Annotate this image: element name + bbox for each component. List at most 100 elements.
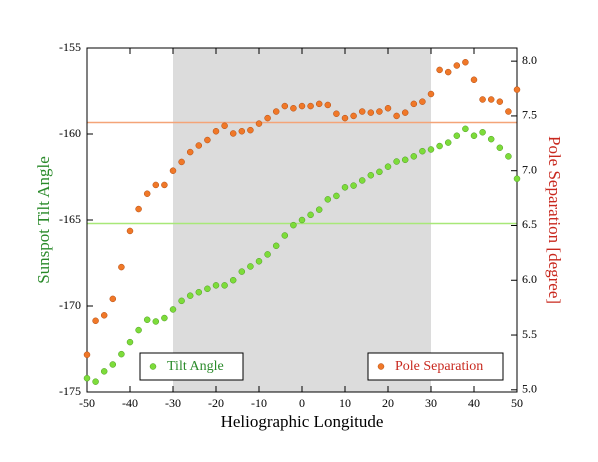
data-point [92,317,99,325]
data-point [393,112,400,120]
y-tick-label: -170 [59,298,81,312]
data-point [333,192,340,200]
legend-box [139,352,244,381]
data-point [427,90,435,98]
data-point [152,318,160,325]
data-point [204,285,211,293]
data-point [135,205,142,213]
data-point [479,129,486,136]
data-point [186,148,194,156]
data-point [350,112,357,120]
data-point [255,258,263,265]
x-tick-label: -50 [79,396,95,410]
data-point [247,126,254,134]
y2-tick-label: 7.5 [522,108,537,122]
data-point [264,251,271,258]
legend-box [367,352,504,381]
data-point [487,96,495,103]
data-point [92,378,99,385]
data-point [264,114,271,122]
data-point [315,206,323,213]
data-point [367,109,375,116]
data-point [487,135,495,143]
data-point [444,139,452,146]
data-point [513,175,521,182]
data-point [126,338,134,346]
data-point [161,314,168,322]
data-point [298,216,306,224]
y2-axis-label: Pole Separation [degree] [545,136,564,304]
y-tick-label: -155 [59,40,81,54]
data-point [221,122,228,130]
x-tick-label: 0 [299,396,305,410]
data-point [393,158,400,165]
data-point [161,181,168,189]
data-point [212,282,220,289]
y2-tick-label: 6.0 [522,272,537,286]
data-point [384,163,392,170]
data-point [195,288,203,296]
x-tick-label: -10 [251,396,267,410]
data-point [496,98,504,105]
data-point [376,108,383,115]
data-point [436,66,443,74]
x-tick-label: 20 [382,396,394,410]
data-point [143,190,151,197]
data-point [255,120,263,127]
data-point [324,101,332,109]
data-point [401,109,409,116]
y2-tick-label: 8.0 [522,53,537,67]
data-point [195,142,203,149]
data-point [169,306,177,313]
x-axis-label: Heliographic Longitude [221,412,384,431]
legend-label: Pole Separation [395,359,483,374]
data-point [238,268,246,275]
data-point [143,316,151,324]
data-point [118,263,125,271]
data-point [247,263,254,270]
data-point [358,108,366,115]
data-point [419,147,426,155]
data-point [118,350,125,358]
data-point [178,297,185,305]
data-point [462,58,469,66]
data-point [401,156,409,164]
data-point [505,108,512,115]
data-point [272,108,280,115]
data-point [384,105,392,112]
data-point [272,242,280,250]
data-point [229,276,237,284]
x-tick-label: 10 [339,396,351,410]
data-point [376,168,383,176]
x-tick-label: -40 [122,396,138,410]
data-point [281,102,289,110]
data-point [453,132,461,139]
y2-tick-label: 6.5 [522,217,537,231]
data-point [135,326,142,334]
legend-label: Tilt Angle [167,359,224,374]
data-point [341,184,349,191]
y2-tick-label: 5.5 [522,327,537,341]
data-point [290,221,297,229]
data-point [470,132,478,139]
data-point [212,128,220,135]
data-point [169,167,177,174]
y-tick-label: -160 [59,126,81,140]
data-point [204,136,211,144]
x-tick-label: 30 [425,396,437,410]
y-axis-label: Sunspot Tilt Angle [34,156,53,284]
data-point [298,102,306,110]
data-point [453,62,461,69]
data-point [410,153,418,160]
data-point [358,177,366,184]
data-point [178,158,185,166]
data-point [505,153,512,160]
data-point [462,125,469,133]
x-tick-label: 50 [511,396,523,410]
data-point [496,144,504,152]
y-tick-label: -175 [59,384,81,398]
y-tick-label: -165 [59,212,81,226]
x-tick-label: 40 [468,396,480,410]
data-point [419,98,426,105]
data-point [100,312,108,319]
